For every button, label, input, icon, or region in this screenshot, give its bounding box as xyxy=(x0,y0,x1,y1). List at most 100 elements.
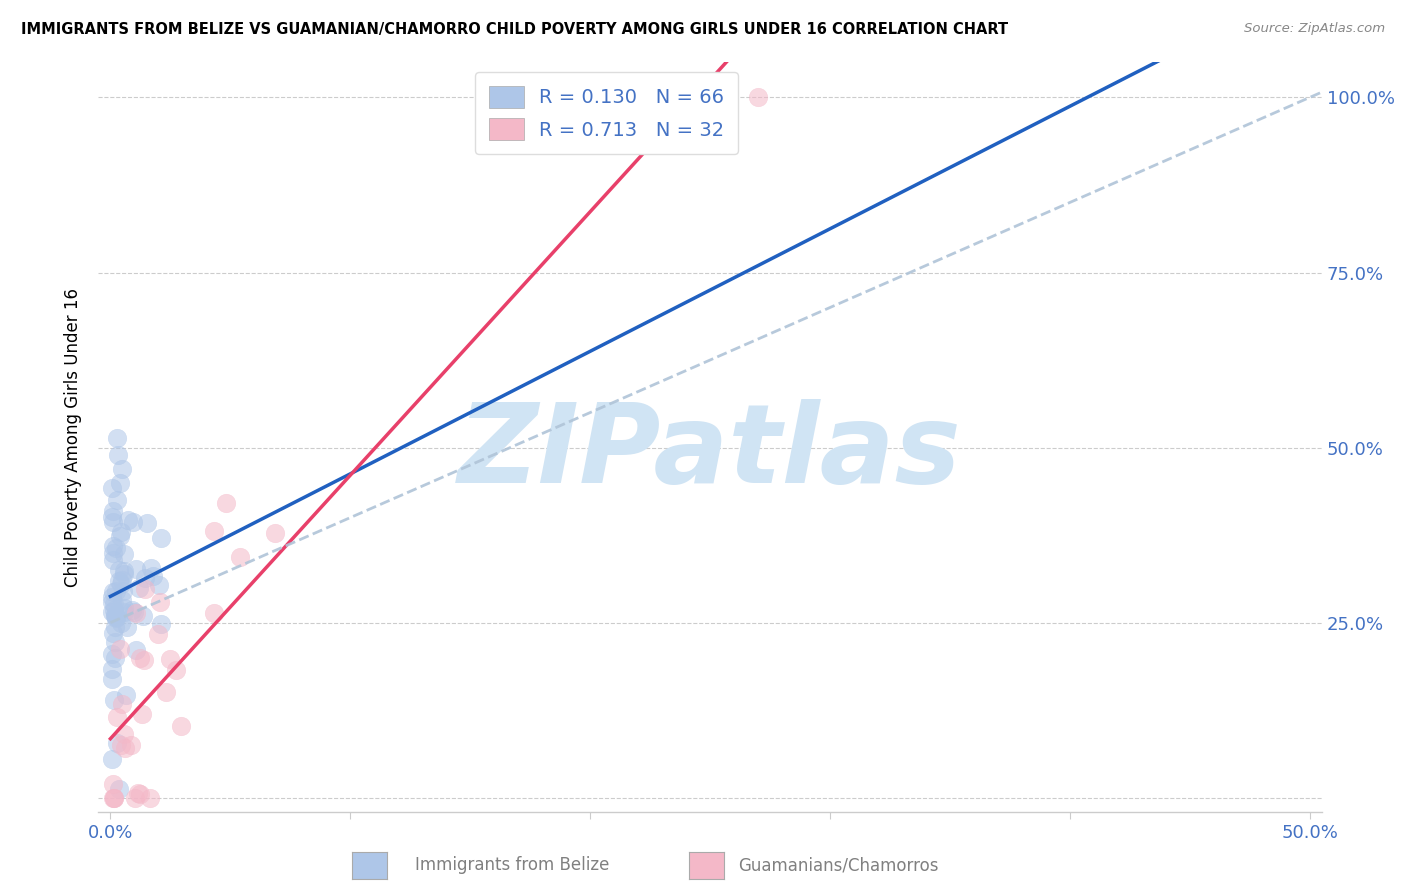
Point xyxy=(112,566,135,581)
Point xyxy=(100,672,122,686)
Point xyxy=(115,620,138,634)
Point xyxy=(148,595,170,609)
Point xyxy=(101,585,124,599)
Point xyxy=(112,601,135,615)
Point xyxy=(111,461,134,475)
Point xyxy=(121,515,143,529)
Point xyxy=(129,651,152,665)
Point xyxy=(111,573,134,587)
Point xyxy=(202,606,225,620)
Point xyxy=(117,513,139,527)
Point xyxy=(110,641,132,656)
Point xyxy=(101,539,124,553)
Point xyxy=(104,620,127,634)
Point xyxy=(105,493,128,508)
Point xyxy=(215,496,238,510)
Text: Immigrants from Belize: Immigrants from Belize xyxy=(415,856,609,874)
Point xyxy=(149,531,172,545)
Point xyxy=(108,475,131,490)
Point xyxy=(139,790,162,805)
Point xyxy=(100,663,122,677)
Legend: R = 0.130   N = 66, R = 0.713   N = 32: R = 0.130 N = 66, R = 0.713 N = 32 xyxy=(475,72,738,154)
Y-axis label: Child Poverty Among Girls Under 16: Child Poverty Among Girls Under 16 xyxy=(65,287,83,587)
Point xyxy=(108,782,131,797)
Point xyxy=(107,448,129,462)
Point xyxy=(747,90,769,104)
Point xyxy=(103,597,125,611)
Point xyxy=(134,582,156,597)
Point xyxy=(100,647,122,661)
Point xyxy=(110,576,132,591)
Point xyxy=(112,564,135,578)
Point xyxy=(105,710,128,724)
Point xyxy=(101,590,124,604)
Point xyxy=(110,739,132,753)
Point xyxy=(104,610,127,624)
Point xyxy=(134,571,156,585)
Text: IMMIGRANTS FROM BELIZE VS GUAMANIAN/CHAMORRO CHILD POVERTY AMONG GIRLS UNDER 16 : IMMIGRANTS FROM BELIZE VS GUAMANIAN/CHAM… xyxy=(21,22,1008,37)
Point xyxy=(115,688,138,702)
Point xyxy=(100,752,122,766)
Point xyxy=(125,562,148,576)
Point xyxy=(264,525,287,540)
Point xyxy=(103,790,125,805)
Point xyxy=(132,653,155,667)
Point xyxy=(132,608,155,623)
Point xyxy=(111,593,134,607)
Point xyxy=(142,568,165,582)
Point xyxy=(104,634,127,648)
Point xyxy=(103,515,125,529)
Point xyxy=(136,516,159,530)
Point xyxy=(120,738,142,752)
Point xyxy=(104,651,127,665)
Point xyxy=(104,608,127,623)
Point xyxy=(110,524,132,539)
Text: ZIPatlas: ZIPatlas xyxy=(458,399,962,506)
Point xyxy=(229,549,252,564)
Point xyxy=(100,509,122,524)
Point xyxy=(146,626,169,640)
Point xyxy=(104,608,127,623)
Point xyxy=(104,584,127,599)
Point xyxy=(124,790,146,805)
Point xyxy=(107,574,129,589)
Point xyxy=(100,595,122,609)
Point xyxy=(107,736,129,750)
Point xyxy=(127,786,149,800)
Point xyxy=(101,504,124,518)
Point xyxy=(103,626,125,640)
Point xyxy=(129,787,152,801)
Point xyxy=(110,529,132,543)
Point xyxy=(202,524,225,539)
Point xyxy=(125,643,148,657)
Point xyxy=(121,603,143,617)
Point xyxy=(103,603,125,617)
Point xyxy=(114,741,136,756)
Point xyxy=(111,697,134,711)
Point xyxy=(148,578,170,592)
Point xyxy=(105,610,128,624)
Point xyxy=(112,547,135,561)
Point xyxy=(100,481,122,495)
Point xyxy=(128,581,150,595)
Point xyxy=(103,790,125,805)
Point xyxy=(155,685,177,699)
Point xyxy=(103,553,125,567)
Point xyxy=(122,605,145,619)
Point xyxy=(149,616,172,631)
Point xyxy=(125,606,148,620)
Text: Guamanians/Chamorros: Guamanians/Chamorros xyxy=(738,856,939,874)
Text: Source: ZipAtlas.com: Source: ZipAtlas.com xyxy=(1244,22,1385,36)
Point xyxy=(104,541,127,556)
Point xyxy=(159,651,181,665)
Point xyxy=(107,564,129,578)
Point xyxy=(139,561,162,575)
Point xyxy=(101,605,124,619)
Point xyxy=(112,727,135,741)
Point xyxy=(101,777,124,791)
Point xyxy=(105,431,128,445)
Point xyxy=(112,584,135,599)
Point xyxy=(131,707,153,722)
Point xyxy=(165,664,187,678)
Point xyxy=(101,546,124,560)
